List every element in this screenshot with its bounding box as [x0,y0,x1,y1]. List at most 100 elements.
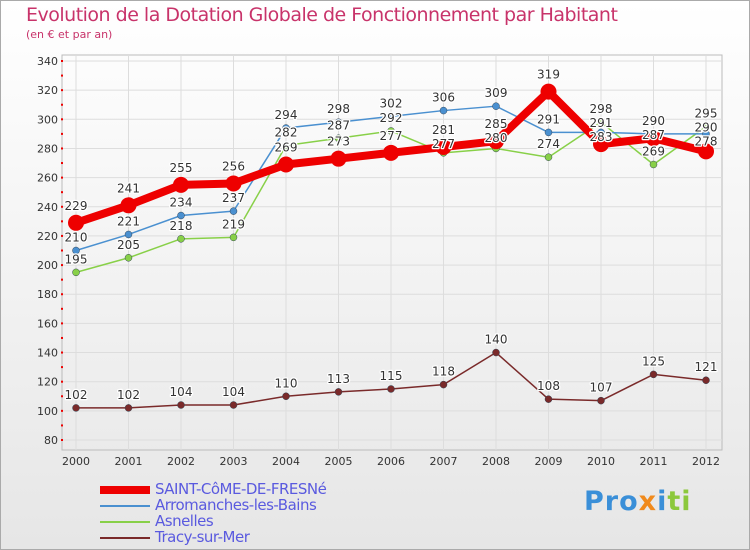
y-minor-tick [61,336,63,339]
data-label: 294 [275,108,298,122]
data-label: 280 [485,131,508,145]
y-tick-label: 160 [37,317,58,330]
y-tick-label: 140 [37,347,58,360]
data-point [387,127,395,135]
x-tick-label: 2004 [272,455,300,468]
data-point [435,139,452,156]
y-tick-label: 280 [37,142,58,155]
data-label: 298 [590,102,613,116]
data-point [649,370,658,379]
legend-label: Arromanches-les-Bains [155,496,317,514]
y-minor-tick [61,264,63,267]
x-tick-label: 2005 [325,455,353,468]
x-tick-label: 2010 [587,455,615,468]
data-label: 234 [170,196,193,210]
x-tick-label: 2002 [167,455,195,468]
data-label: 278 [695,135,718,149]
x-tick-label: 2003 [220,455,248,468]
y-tick-label: 180 [37,288,58,301]
data-label: 195 [65,252,88,266]
data-label: 290 [695,121,718,135]
data-label: 292 [380,111,403,125]
data-label: 241 [117,181,140,195]
y-minor-tick [61,293,63,296]
x-tick-label: 2012 [692,455,720,468]
chart-title: Evolution de la Dotation Globale de Fonc… [26,4,618,26]
legend-label: Asnelles [155,512,214,530]
data-point [177,401,185,409]
plot-area [61,54,723,451]
data-label: 255 [170,161,193,175]
x-tick-label: 2008 [482,455,510,468]
y-minor-tick [61,307,63,310]
data-point [597,396,605,405]
data-point [282,392,290,401]
data-point [645,130,662,147]
data-point [124,404,133,412]
data-label: 121 [695,360,718,374]
y-minor-tick [61,366,63,369]
data-point [544,128,553,137]
data-point [120,197,137,214]
data-label: 256 [222,159,245,173]
data-point [698,143,714,160]
data-point [597,128,605,137]
data-point [492,102,500,110]
x-tick-label: 2000 [62,455,90,468]
y-minor-tick [61,118,63,121]
data-point [177,235,185,243]
data-label: 306 [432,91,455,105]
data-point [278,156,294,173]
y-minor-tick [61,439,63,441]
data-label: 102 [117,388,140,402]
y-tick-label: 120 [37,376,58,389]
y-tick-label: 300 [37,113,58,126]
data-label: 302 [380,96,403,110]
data-label: 283 [590,130,613,144]
data-point [229,207,238,215]
data-label: 108 [537,379,560,393]
data-label: 309 [485,86,508,100]
data-label: 291 [590,116,613,130]
data-point [439,106,448,115]
data-label: 273 [327,135,350,149]
y-minor-tick [61,278,63,281]
data-label: 290 [642,114,665,128]
y-tick-label: 220 [37,230,58,243]
data-point [383,144,399,161]
y-minor-tick [61,132,63,135]
y-minor-tick [61,205,63,208]
data-point [488,133,504,150]
proxiti-logo: Proxiti [584,486,692,517]
data-label: 229 [65,199,88,213]
data-point [68,214,84,231]
data-point [334,134,343,143]
legend-label: Tracy-sur-Mer [155,528,250,546]
data-point [282,141,290,150]
data-point [173,176,189,193]
data-point [330,150,347,167]
data-point [124,230,133,239]
data-label: 110 [275,376,298,390]
y-minor-tick [61,409,63,412]
data-label: 104 [222,385,245,399]
data-label: 277 [432,137,455,151]
y-minor-tick [61,380,63,383]
data-point [439,380,448,389]
data-label: 277 [380,129,403,143]
data-point [544,153,553,161]
data-label: 295 [695,107,718,121]
data-label: 118 [432,365,455,379]
data-label: 115 [380,369,403,383]
x-tick-label: 2009 [535,455,563,468]
y-minor-tick [61,89,63,92]
y-tick-label: 100 [37,405,58,418]
data-label: 113 [327,372,350,386]
data-point [702,130,710,138]
y-minor-tick [61,162,63,165]
data-point [544,395,553,403]
data-point [334,118,343,126]
data-label: 140 [485,333,508,347]
data-point [229,233,238,242]
